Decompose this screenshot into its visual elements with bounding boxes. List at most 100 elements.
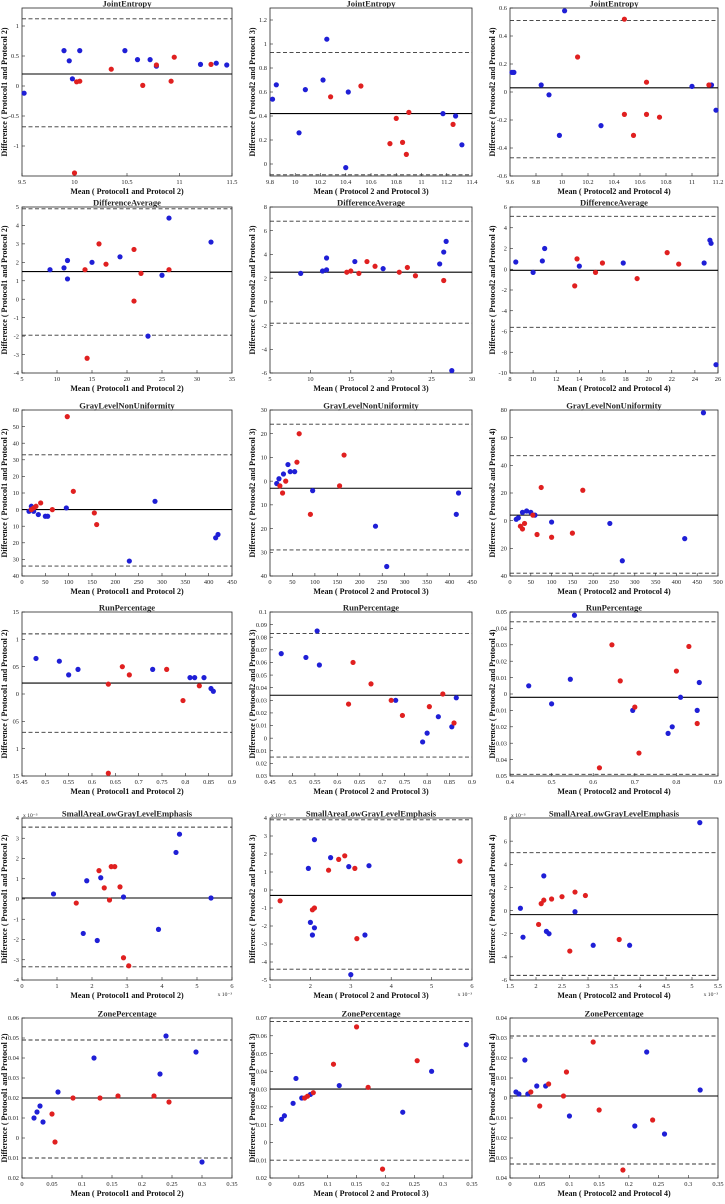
data-point-blue xyxy=(393,697,399,703)
x-tick-label: 11.2 xyxy=(441,179,452,186)
x-tick-label: 4 xyxy=(390,983,394,990)
x-tick-label: 10 xyxy=(530,376,536,383)
y-tick-label: -1 xyxy=(14,315,19,322)
y-tick-label: -4 xyxy=(262,959,268,966)
data-point-red xyxy=(304,1093,311,1099)
data-point-blue xyxy=(145,333,151,339)
data-point-blue xyxy=(345,89,351,95)
data-point-red xyxy=(166,1099,172,1105)
plot-title: ZonePercentage xyxy=(341,1009,400,1019)
y-tick-label: 0.08 xyxy=(256,634,267,641)
y-tick-label: 8 xyxy=(504,815,507,822)
data-point-blue xyxy=(576,263,582,269)
x-tick-label: 0.8 xyxy=(181,779,189,786)
data-point-red xyxy=(673,668,680,674)
x-tick-label: 10 xyxy=(71,179,77,186)
plot-frame xyxy=(269,7,473,177)
y-tick-label: -1 xyxy=(14,916,19,923)
y-tick-label: 0.06 xyxy=(8,1015,19,1022)
data-point-blue xyxy=(40,1119,46,1125)
data-point-red xyxy=(676,261,682,267)
data-point-red xyxy=(101,885,107,891)
x-tick-label: 250 xyxy=(377,579,387,586)
x-tick-label: 0.65 xyxy=(110,779,121,786)
x-tick-label: 10.4 xyxy=(608,179,620,186)
x-axis-label: Mean ( Protocol 2 and Protocol 3) xyxy=(313,991,429,1000)
data-point-blue xyxy=(159,272,165,278)
y-tick-label: 0.05 xyxy=(496,773,507,780)
x-tick-label: 5.5 xyxy=(714,983,722,990)
x-tick-label: 0 xyxy=(268,579,271,586)
x-tick-label: 1 xyxy=(55,983,58,990)
data-point-red xyxy=(567,948,573,954)
data-point-red xyxy=(345,701,352,707)
data-point-red xyxy=(574,256,580,262)
x-axis-label: Mean ( Protocol 2 and Protocol 3) xyxy=(313,1189,429,1198)
y-tick-label: -2 xyxy=(262,923,267,930)
y-tick-label: 0.02 xyxy=(256,761,267,768)
y-tick-label: 3 xyxy=(264,833,267,840)
data-point-blue xyxy=(298,270,304,276)
data-point-blue xyxy=(429,1068,435,1074)
data-point-blue xyxy=(632,1123,638,1129)
x-tick-label: 0.05 xyxy=(46,1181,57,1188)
data-point-red xyxy=(336,483,343,489)
x-tick-label: 300 xyxy=(400,579,410,586)
data-point-blue xyxy=(75,666,81,673)
data-point-blue xyxy=(208,895,214,901)
plot-title: SmallAreaLowGrayLevelEmphasis xyxy=(549,809,680,819)
data-point-blue xyxy=(319,268,326,274)
data-point-red xyxy=(350,659,356,666)
data-point-red xyxy=(541,897,547,903)
x-axis-label: Mean ( Protocol1 and Protocol 2) xyxy=(70,1189,184,1198)
plot-title: ZonePercentage xyxy=(97,1009,156,1019)
data-point-blue xyxy=(310,488,316,494)
y-tick-label: 30 xyxy=(261,407,267,414)
data-point-blue xyxy=(452,113,459,119)
x-tick-label: 10.5 xyxy=(121,179,132,186)
data-point-blue xyxy=(163,1033,169,1039)
x-tick-label: 0.1 xyxy=(78,1181,86,1188)
data-point-red xyxy=(440,691,446,697)
plot-panel-15: SmallAreaLowGrayLevelEmphasis 1.5 2 2.5 3 3.5… xyxy=(488,809,722,1001)
y-tick-label: 4 xyxy=(16,815,20,822)
x-tick-label: 0.9 xyxy=(468,779,476,786)
data-point-blue xyxy=(455,490,462,496)
x-tick-label: 24 xyxy=(692,376,699,383)
data-point-red xyxy=(38,500,44,506)
x-tick-label: 0.45 xyxy=(264,779,275,786)
y-tick-label: 0.02 xyxy=(8,1095,19,1102)
data-point-red xyxy=(590,1039,596,1045)
x-tick-label: 9.6 xyxy=(506,179,514,186)
x-tick-label: 450 xyxy=(692,579,702,586)
y-tick-label: -4 xyxy=(14,977,20,984)
y-tick-label: 40 xyxy=(13,573,19,580)
y-tick-label: -4 xyxy=(14,370,20,377)
data-point-blue xyxy=(384,563,390,570)
x-tick-label: 100 xyxy=(547,579,557,586)
y-tick-label: 1 xyxy=(16,876,19,883)
y-tick-label: 1 xyxy=(264,41,267,48)
x-tick-label: 300 xyxy=(630,579,640,586)
y-tick-label: 0 xyxy=(504,691,507,698)
plot-panel-12: RunPercentage 0.4 0.5 0.6 0.7 0.8 0.9 0.05 0.04 0… xyxy=(488,603,722,797)
data-point-blue xyxy=(224,62,230,68)
x-tick-label: 11.2 xyxy=(713,179,724,186)
y-tick-label: 30 xyxy=(13,557,19,564)
data-point-blue xyxy=(562,8,568,14)
plot-panel-3: JointEntropy 9.6 9.8 10 10.2 10.4 10.6 10.8 11 11… xyxy=(488,0,723,196)
data-point-red xyxy=(208,61,214,67)
y-tick-label: 3 xyxy=(16,241,19,248)
x-tick-label: 50 xyxy=(528,579,534,586)
y-tick-label: 0.04 xyxy=(496,757,508,764)
x-tick-label: 30 xyxy=(194,376,200,383)
data-point-blue xyxy=(77,48,83,54)
y-tick-label: 0.02 xyxy=(256,710,267,717)
y-tick-label: 4 xyxy=(264,815,268,822)
data-point-blue xyxy=(517,905,524,911)
data-point-red xyxy=(559,894,565,900)
data-point-red xyxy=(71,170,78,176)
data-point-blue xyxy=(311,837,318,843)
y-tick-label: 0.02 xyxy=(496,1135,507,1142)
x-axis-label: Mean ( Protocol 2 and Protocol 3) xyxy=(313,787,429,796)
